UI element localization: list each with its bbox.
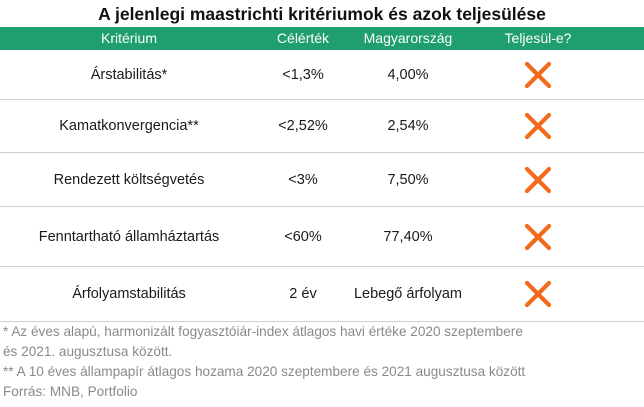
x-mark-icon [468,267,608,321]
footnote-2: ** A 10 éves állampapír átlagos hozama 2… [3,364,526,379]
table-row: Kamatkonvergencia** <2,52% 2,54% [0,100,644,153]
table-header: Kritérium Célérték Magyarország Teljesül… [0,27,644,50]
target-cell: <3% [288,171,318,188]
hungary-cell: 4,00% [387,66,429,83]
criterion-cell: Kamatkonvergencia** [59,118,199,134]
criterion-cell: Árfolyamstabilitás [72,286,186,302]
criterion-cell: Árstabilitás* [90,66,168,83]
hungary-cell: 2,54% [387,118,429,134]
hungary-cell: 77,40% [383,228,433,245]
table-row: Árfolyamstabilitás 2 év Lebegő árfolyam [0,267,644,322]
header-met: Teljesül-e? [504,30,572,46]
target-cell: <2,52% [278,118,328,134]
table-title: A jelenlegi maastrichti kritériumok és a… [98,4,546,24]
x-mark-icon [468,207,608,266]
hungary-cell: 7,50% [387,171,429,188]
criterion-cell: Fenntartható államháztartás [38,228,220,245]
x-mark-icon [468,100,608,152]
target-cell: <1,3% [282,66,324,83]
footnotes: * Az éves alapú, harmonizált fogyasztóiá… [3,322,639,402]
header-criterion: Kritérium [100,30,157,46]
target-cell: <60% [284,228,322,245]
table-row: Rendezett költségvetés <3% 7,50% [0,153,644,207]
header-target: Célérték [276,30,330,46]
table-row: Fenntartható államháztartás <60% 77,40% [0,207,644,267]
x-mark-icon [468,50,608,99]
footnote-1-continued: és 2021. augusztusa között. [3,344,173,359]
criterion-cell: Rendezett költségvetés [53,171,205,188]
hungary-cell: Lebegő árfolyam [353,286,462,302]
footnote-1: * Az éves alapú, harmonizált fogyasztóiá… [3,324,523,339]
x-mark-icon [468,153,608,206]
header-hungary: Magyarország [363,30,453,46]
target-cell: 2 év [289,286,317,302]
source-note: Forrás: MNB, Portfolio [3,384,138,399]
table-row: Árstabilitás* <1,3% 4,00% [0,50,644,100]
